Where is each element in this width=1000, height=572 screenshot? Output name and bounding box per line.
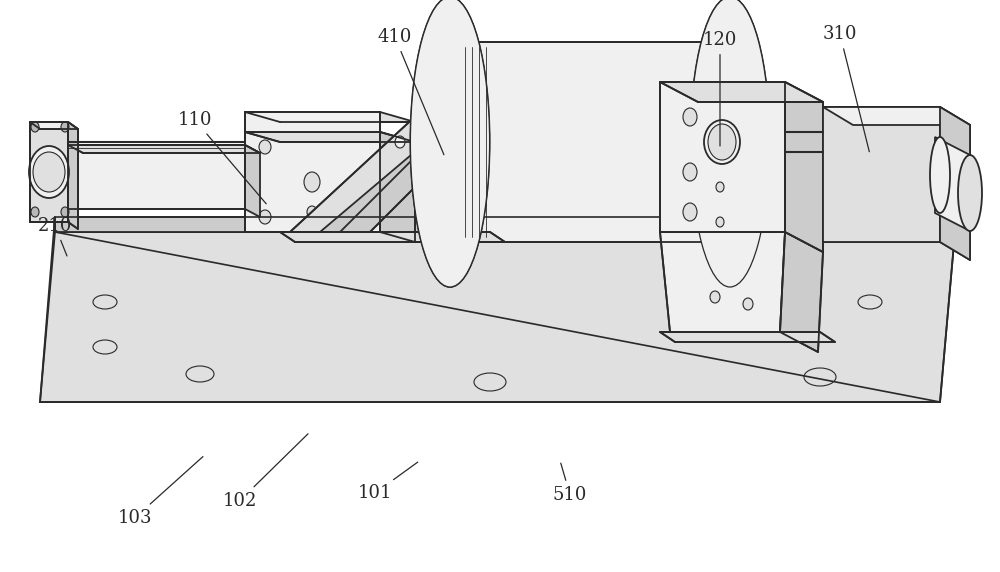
Ellipse shape [710,291,720,303]
Text: 101: 101 [358,462,418,502]
Ellipse shape [61,122,69,132]
Ellipse shape [683,203,697,221]
Ellipse shape [431,147,439,157]
Ellipse shape [424,47,476,236]
Ellipse shape [304,172,320,192]
Ellipse shape [31,122,39,132]
Ellipse shape [930,137,950,213]
Polygon shape [660,332,835,342]
Ellipse shape [690,0,770,287]
Ellipse shape [186,366,214,382]
Ellipse shape [93,295,117,309]
Ellipse shape [93,340,117,354]
Text: 102: 102 [223,434,308,510]
Polygon shape [245,132,415,142]
Ellipse shape [410,0,490,287]
Polygon shape [660,82,785,232]
Ellipse shape [696,19,764,265]
Ellipse shape [690,0,770,287]
Polygon shape [660,82,823,102]
Ellipse shape [474,373,506,391]
Ellipse shape [395,136,405,148]
Ellipse shape [704,47,756,236]
Polygon shape [245,112,380,132]
Polygon shape [823,107,970,125]
Ellipse shape [61,207,69,217]
Ellipse shape [434,84,466,200]
Polygon shape [290,112,450,232]
Ellipse shape [29,146,69,198]
Ellipse shape [716,217,724,227]
Text: 510: 510 [553,463,587,504]
Polygon shape [660,232,785,332]
Polygon shape [40,232,955,402]
Ellipse shape [410,0,490,287]
Polygon shape [68,122,78,229]
Polygon shape [245,112,415,122]
Text: 103: 103 [118,456,203,527]
Ellipse shape [743,298,753,310]
Polygon shape [780,232,823,352]
Text: 110: 110 [178,111,266,204]
Text: 210: 210 [38,217,72,256]
Ellipse shape [716,182,724,192]
Ellipse shape [716,152,724,162]
Polygon shape [320,122,480,232]
Polygon shape [245,145,260,217]
Polygon shape [30,122,68,222]
Polygon shape [68,145,245,209]
Ellipse shape [804,368,836,386]
Ellipse shape [31,207,39,217]
Text: 310: 310 [823,25,869,152]
Ellipse shape [428,42,472,242]
Polygon shape [380,132,415,242]
Ellipse shape [858,295,882,309]
Polygon shape [935,137,970,231]
Text: 120: 120 [703,31,737,146]
Ellipse shape [708,124,736,160]
Polygon shape [450,42,730,242]
Ellipse shape [704,120,740,164]
Polygon shape [785,82,823,252]
Polygon shape [245,132,380,232]
Ellipse shape [259,210,271,224]
Ellipse shape [708,42,752,242]
Text: 410: 410 [378,28,444,155]
Ellipse shape [683,163,697,181]
Ellipse shape [307,206,317,218]
Polygon shape [30,122,78,129]
Ellipse shape [33,152,65,192]
Ellipse shape [714,84,746,200]
Polygon shape [280,232,505,242]
Ellipse shape [958,155,982,231]
Polygon shape [823,107,940,242]
Polygon shape [940,107,970,260]
Polygon shape [68,145,260,153]
Ellipse shape [259,140,271,154]
Ellipse shape [683,108,697,126]
Ellipse shape [416,19,484,265]
Polygon shape [55,217,955,232]
